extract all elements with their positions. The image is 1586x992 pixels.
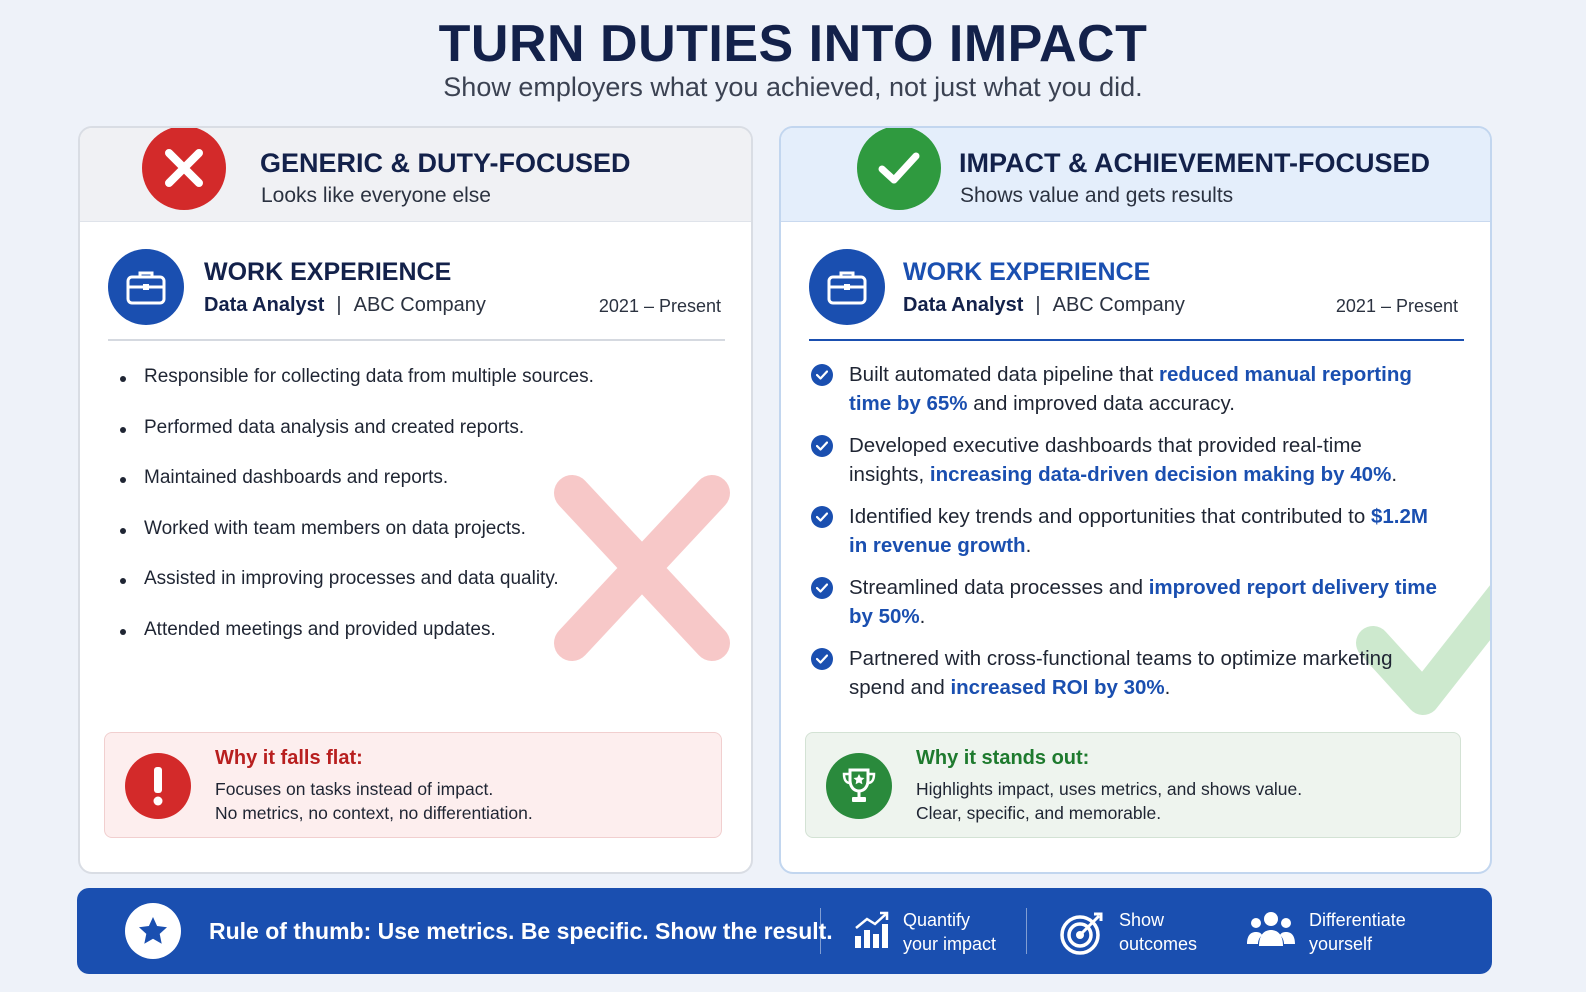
feature-line1: Show (1119, 910, 1165, 930)
generic-panel: GENERIC & DUTY-FOCUSED Looks like everyo… (78, 126, 753, 874)
feature-line1: Quantify (903, 910, 971, 930)
job-line: Data Analyst | ABC Company (204, 294, 486, 317)
why-line: No metrics, no context, no differentiati… (215, 803, 533, 823)
feature-line2: yourself (1309, 934, 1373, 954)
item-text: Identified key trends and opportunities … (849, 505, 1371, 528)
check-circle-icon (811, 364, 833, 386)
item-highlight: increased ROI by 30% (950, 676, 1165, 699)
item-text: and improved data accuracy. (967, 392, 1235, 415)
list-item: Attended meetings and provided updates. (116, 619, 676, 670)
item-highlight: reduced manual reporting time by 65% (849, 363, 1412, 415)
footer-divider (820, 908, 821, 954)
check-circle-icon (811, 435, 833, 457)
feature-differentiate: Differentiate yourself (1247, 906, 1447, 958)
job-company: ABC Company (1052, 294, 1185, 316)
list-item: Streamlined data processes and improved … (811, 573, 1441, 631)
item-highlight: $1.2M in revenue growth (849, 505, 1428, 557)
green-check-icon (857, 128, 941, 210)
duty-list: Responsible for collecting data from mul… (116, 366, 676, 669)
generic-panel-title: GENERIC & DUTY-FOCUSED (260, 148, 631, 178)
check-circle-icon (811, 506, 833, 528)
page-subtitle: Show employers what you achieved, not ju… (443, 72, 1143, 102)
list-item: Performed data analysis and created repo… (116, 417, 676, 468)
impact-panel: IMPACT & ACHIEVEMENT-FOCUSED Shows value… (779, 126, 1492, 874)
item-text: Built automated data pipeline that (849, 363, 1159, 386)
list-item: Built automated data pipeline that reduc… (811, 360, 1441, 418)
impact-panel-subtitle: Shows value and gets results (960, 184, 1234, 207)
item-text: Streamlined data processes and (849, 576, 1149, 599)
job-dates: 2021 – Present (1335, 296, 1458, 316)
trophy-icon (826, 753, 892, 819)
check-circle-icon (811, 577, 833, 599)
briefcase-icon (108, 249, 184, 325)
job-line: Data Analyst | ABC Company (903, 294, 1185, 317)
item-text: Developed executive dashboards that prov… (849, 434, 1362, 486)
item-highlight: increasing data-driven decision making b… (929, 463, 1392, 486)
large-faded-check-icon (1353, 538, 1490, 733)
job-role: Data Analyst (903, 294, 1024, 316)
page-title: TURN DUTIES INTO IMPACT (438, 15, 1148, 73)
feature-outcomes: Show outcomes (1059, 906, 1219, 958)
feature-line2: outcomes (1119, 934, 1198, 954)
feature-quantify: Quantify your impact (853, 906, 1013, 958)
item-text: . (919, 605, 926, 628)
briefcase-icon (809, 249, 885, 325)
rule-of-thumb-banner: Rule of thumb: Use metrics. Be specific.… (77, 888, 1492, 974)
divider (809, 339, 1464, 341)
job-dates: 2021 – Present (598, 296, 721, 316)
why-line: Highlights impact, uses metrics, and sho… (916, 779, 1303, 799)
job-separator: | (1035, 294, 1041, 316)
item-text: . (1164, 676, 1171, 699)
generic-panel-header: GENERIC & DUTY-FOCUSED Looks like everyo… (80, 128, 751, 222)
why-falls-flat-box: Why it falls flat: Focuses on tasks inst… (104, 732, 722, 838)
list-item: Assisted in improving processes and data… (116, 568, 676, 619)
work-experience-heading: WORK EXPERIENCE (204, 258, 452, 286)
job-company: ABC Company (353, 294, 486, 316)
why-title: Why it falls flat: (215, 747, 363, 769)
why-line: Clear, specific, and memorable. (916, 803, 1162, 823)
check-circle-icon (811, 648, 833, 670)
list-item: Maintained dashboards and reports. (116, 467, 676, 518)
list-item: Developed executive dashboards that prov… (811, 431, 1441, 489)
divider (108, 339, 725, 341)
star-icon (125, 903, 181, 959)
exclamation-icon (125, 753, 191, 819)
red-x-icon (142, 128, 226, 210)
impact-panel-title: IMPACT & ACHIEVEMENT-FOCUSED (959, 148, 1431, 178)
people-icon (1247, 910, 1295, 953)
bar-chart-icon (853, 910, 891, 955)
why-stands-out-box: Why it stands out: Highlights impact, us… (805, 732, 1461, 838)
list-item: Worked with team members on data project… (116, 518, 676, 569)
list-item: Identified key trends and opportunities … (811, 502, 1441, 560)
item-text: Partnered with cross-functional teams to… (849, 647, 1393, 699)
footer-divider (1026, 908, 1027, 954)
generic-panel-subtitle: Looks like everyone else (261, 184, 491, 207)
job-role: Data Analyst (204, 294, 325, 316)
list-item: Partnered with cross-functional teams to… (811, 644, 1441, 702)
item-text: . (1025, 534, 1032, 557)
item-highlight: improved report delivery time by 50% (849, 576, 1437, 628)
impact-panel-header: IMPACT & ACHIEVEMENT-FOCUSED Shows value… (781, 128, 1490, 222)
why-title: Why it stands out: (916, 747, 1090, 769)
list-item: Responsible for collecting data from mul… (116, 366, 676, 417)
item-text: . (1391, 463, 1398, 486)
why-line: Focuses on tasks instead of impact. (215, 779, 494, 799)
feature-line2: your impact (903, 934, 997, 954)
feature-line1: Differentiate (1309, 910, 1406, 930)
target-icon (1059, 910, 1105, 961)
job-separator: | (336, 294, 342, 316)
work-experience-heading: WORK EXPERIENCE (903, 258, 1151, 286)
large-faded-x-icon (547, 468, 737, 673)
achievement-list: Built automated data pipeline that reduc… (811, 360, 1441, 715)
rule-text: Rule of thumb: Use metrics. Be specific.… (209, 918, 833, 944)
